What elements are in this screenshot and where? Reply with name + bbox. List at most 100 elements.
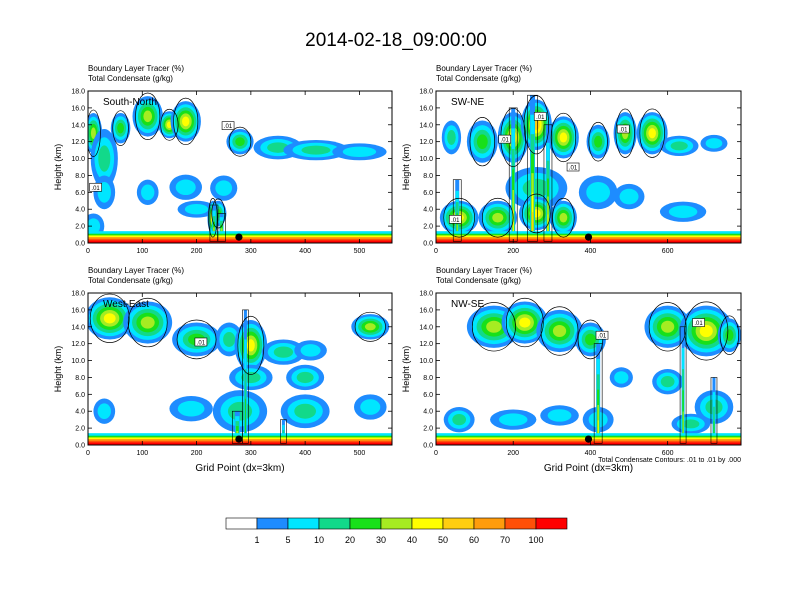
- y-tick-label: 16.0: [419, 105, 433, 112]
- condensate-contour: [242, 309, 249, 444]
- contour-tag-box: [616, 124, 630, 134]
- tracer-cell: [143, 110, 153, 123]
- contour-tag-box: [533, 112, 547, 121]
- colorbar-swatch: [225, 517, 258, 530]
- x-tick-label: 600: [662, 248, 674, 255]
- plot-frame: [87, 90, 393, 244]
- tracer-cell: [98, 145, 111, 172]
- field-label: Boundary Layer Tracer (%): [436, 266, 532, 275]
- condensate-contour: [481, 197, 514, 238]
- condensate-contour: [217, 213, 226, 242]
- tracer-cell: [492, 212, 504, 223]
- tracer-cell: [661, 320, 675, 333]
- y-tick-label: 6.0: [423, 392, 433, 399]
- condensate-contour: [443, 197, 475, 238]
- condensate-contour: [527, 94, 538, 242]
- contour-tag-box: [566, 162, 580, 172]
- condensate-contour: [89, 293, 130, 343]
- condensate-contour: [112, 110, 129, 146]
- tracer-tower: [547, 214, 549, 242]
- contour-tag-label: .01: [619, 128, 628, 134]
- condensate-contour: [160, 108, 179, 141]
- condensate-contour: [679, 326, 687, 444]
- tracer-cell: [97, 403, 111, 420]
- y-tick-label: 6.0: [75, 190, 85, 197]
- location-marker: [235, 233, 243, 241]
- plot-frame: [435, 90, 742, 244]
- condensate-contour: [135, 92, 161, 140]
- tracer-cell: [117, 122, 124, 134]
- colorbar-swatch: [473, 517, 506, 530]
- tracer-field: .01 .01: [88, 91, 392, 243]
- location-marker: [235, 435, 243, 443]
- condensate-contour: [228, 126, 252, 157]
- colorbar-label: 5: [285, 535, 290, 545]
- tracer-cell: [586, 181, 611, 203]
- condensate-contour: [593, 343, 603, 444]
- x-tick-label: 400: [585, 450, 597, 457]
- colorbar-label: 10: [314, 535, 324, 545]
- boundary-layer-band: [88, 442, 392, 445]
- y-tick-label: 4.0: [75, 207, 85, 214]
- tracer-cell: [294, 403, 316, 419]
- y-tick-label: 6.0: [423, 190, 433, 197]
- tracer-cell: [705, 138, 723, 149]
- tracer-cell: [184, 204, 209, 215]
- boundary-layer-band: [88, 240, 392, 243]
- colorbar-label: 20: [345, 535, 355, 545]
- y-axis-label: Height (km): [401, 144, 411, 191]
- plot-frame: [435, 292, 742, 446]
- condensate-contour: [505, 297, 544, 348]
- tracer-cell: [223, 331, 236, 347]
- x-tick-label: 100: [136, 248, 148, 255]
- contour-tag-label: .01: [91, 186, 100, 192]
- condensate-contour: [354, 311, 386, 342]
- condensate-contour: [588, 121, 608, 162]
- x-tick-label: 0: [86, 248, 90, 255]
- y-tick-label: 12.0: [419, 139, 433, 146]
- contour-tag-label: .01: [536, 115, 545, 121]
- field-label: Boundary Layer Tracer (%): [88, 266, 184, 275]
- tracer-cell: [547, 409, 572, 422]
- tracer-cell: [177, 400, 205, 417]
- condensate-contour: [88, 109, 101, 157]
- y-tick-label: 16.0: [71, 307, 85, 314]
- tracer-cell: [594, 135, 603, 148]
- y-axis-label: Height (km): [53, 346, 63, 393]
- y-tick-label: 18.0: [419, 291, 433, 298]
- condensate-contour: [639, 108, 665, 158]
- y-tick-label: 16.0: [71, 105, 85, 112]
- x-tick-label: 100: [136, 450, 148, 457]
- field-label: Boundary Layer Tracer (%): [436, 64, 532, 73]
- colorbar-swatch: [287, 517, 320, 530]
- y-tick-label: 10.0: [419, 358, 433, 365]
- contour-tag-label: .01: [598, 334, 607, 340]
- x-tick-label: 400: [299, 450, 311, 457]
- x-axis-label: Grid Point (dx=3km): [544, 463, 633, 474]
- y-tick-label: 10.0: [71, 358, 85, 365]
- location-marker: [584, 233, 593, 241]
- y-tick-label: 14.0: [71, 324, 85, 331]
- tracer-cell: [522, 178, 551, 198]
- contour-label: Total Condensate (g/kg): [88, 74, 173, 83]
- x-tick-label: 400: [585, 248, 597, 255]
- y-tick-label: 8.0: [75, 375, 85, 382]
- chart-panel-nw-se: .01 .01 0.0 2.0 4.0 6.0 8.0 10.0 12.0 14.0 16.0 18.…: [401, 266, 742, 474]
- tracer-tower: [532, 212, 534, 242]
- tracer-cell: [452, 414, 467, 426]
- condensate-contour: [209, 204, 219, 242]
- y-tick-label: 8.0: [75, 173, 85, 180]
- tracer-cell: [296, 371, 314, 384]
- contour-tag-label: .01: [451, 218, 460, 224]
- tracer-cell: [215, 180, 233, 196]
- tracer-cell: [619, 188, 639, 205]
- colorbar-label: 100: [528, 535, 543, 545]
- y-tick-label: 12.0: [71, 139, 85, 146]
- tracer-tower: [244, 398, 246, 444]
- tracer-cell: [88, 218, 101, 234]
- tracer-cell: [235, 137, 245, 147]
- condensate-contour: [173, 97, 199, 146]
- tracer-cell: [585, 333, 596, 346]
- tracer-cell: [175, 179, 196, 196]
